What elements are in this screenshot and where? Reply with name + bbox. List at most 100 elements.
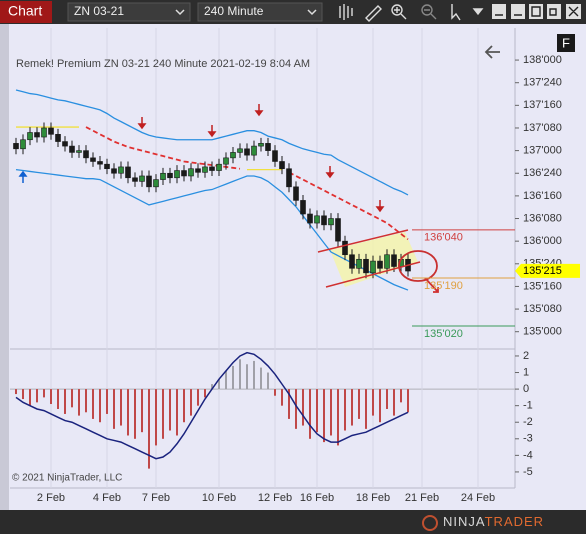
histogram-bar [351, 389, 353, 426]
menu-caret[interactable] [472, 8, 484, 16]
histogram-bar [190, 389, 192, 416]
histogram-bar [127, 389, 129, 436]
toggle-button[interactable] [492, 4, 506, 19]
zoom-out-icon [424, 9, 437, 20]
zoom-in-button[interactable] [391, 4, 403, 16]
histogram-bar [365, 389, 367, 429]
histogram-bar [148, 389, 150, 469]
histogram-bar [78, 389, 80, 416]
candle-body [335, 218, 341, 242]
histogram-bar [225, 370, 227, 390]
candle-body [356, 258, 362, 269]
x-tick-label: 2 Feb [37, 492, 65, 504]
candle-body [391, 254, 397, 267]
candle-body [314, 215, 320, 224]
price-level-label: 135'020 [424, 328, 463, 340]
histogram-bar [57, 389, 59, 409]
histogram-bar [162, 389, 164, 439]
copyright: © 2021 NinjaTrader, LLC [12, 473, 122, 484]
y-tick-label: 136'160 [523, 190, 562, 202]
instrument-select[interactable] [67, 2, 191, 22]
candle-body [153, 179, 159, 188]
sell-arrow [375, 200, 385, 213]
candle-body [230, 152, 236, 159]
price-level-label: 136'040 [424, 232, 463, 244]
highlight-circle [398, 250, 438, 282]
y-tick-label: -4 [523, 449, 533, 461]
histogram-bar [372, 389, 374, 416]
histogram-bar [64, 389, 66, 414]
candle-body [160, 172, 166, 180]
candle-body [328, 218, 334, 226]
candle-body [90, 157, 96, 162]
y-tick-label: 137'080 [523, 122, 562, 134]
candle-body [83, 150, 89, 159]
candle-body [216, 163, 222, 171]
minimize-button[interactable] [511, 4, 525, 19]
candle-body [244, 148, 250, 156]
candle-body [27, 132, 33, 141]
candle-body [293, 186, 299, 201]
restore-button[interactable] [547, 4, 561, 19]
y-tick-label: -3 [523, 433, 533, 445]
candle-body [384, 254, 390, 269]
x-tick-label: 4 Feb [93, 492, 121, 504]
histogram-bar [400, 389, 402, 403]
sell-arrow [254, 104, 264, 117]
y-tick-label: -2 [523, 416, 533, 428]
histogram-bar [274, 389, 276, 396]
logo-icon [422, 515, 438, 531]
sell-arrow [207, 125, 217, 138]
candle-body [349, 254, 355, 269]
interval-label: 240 Minute [204, 4, 264, 18]
zoom-in-icon [394, 7, 407, 20]
histogram-bar [386, 389, 388, 409]
bars-type-button[interactable] [339, 4, 353, 20]
candle-body [104, 163, 110, 170]
histogram-bar [232, 365, 234, 390]
drawing-tool-button[interactable] [365, 5, 382, 22]
candle-body [363, 258, 369, 274]
instrument-label: ZN 03-21 [74, 4, 124, 18]
f-button[interactable] [557, 34, 575, 52]
candle-body [76, 150, 82, 153]
price-level-label: 135'190 [424, 280, 463, 292]
y-tick-label: 0 [523, 383, 529, 395]
interval-select[interactable] [197, 2, 323, 22]
y-tick-label: -5 [523, 466, 533, 478]
back-arrow[interactable] [484, 45, 500, 59]
histogram-bar [29, 389, 31, 406]
candle-body [279, 161, 285, 170]
last-price-tag [515, 263, 580, 278]
candle-body [370, 260, 376, 274]
pointer-button[interactable] [451, 4, 461, 21]
buy-arrow [18, 170, 28, 183]
oscillator-line [15, 351, 409, 460]
candle-body [321, 215, 327, 226]
zoom-out-button[interactable] [421, 4, 433, 16]
histogram-bar [134, 389, 136, 439]
candle-body [300, 200, 306, 215]
candle-body [132, 177, 138, 182]
histogram-bar [337, 389, 339, 446]
sell-arrow [137, 117, 147, 130]
histogram-bar [36, 389, 38, 403]
maximize-button[interactable] [529, 4, 543, 19]
histogram-bar [358, 389, 360, 419]
candle-body [202, 166, 208, 173]
candle-body [125, 166, 131, 179]
histogram-bar [379, 389, 381, 423]
chart-tab[interactable] [0, 1, 52, 23]
candle-body [195, 168, 201, 173]
y-tick-label: 138'000 [523, 54, 562, 66]
histogram-bar [99, 389, 101, 423]
histogram-bar [393, 389, 395, 416]
candle-body [237, 148, 243, 153]
histogram-bar [120, 389, 122, 426]
histogram-bar [218, 379, 220, 390]
histogram-bar [281, 389, 283, 406]
chart-background [0, 24, 586, 512]
channel-lines [317, 229, 421, 288]
histogram-bar [295, 389, 297, 429]
